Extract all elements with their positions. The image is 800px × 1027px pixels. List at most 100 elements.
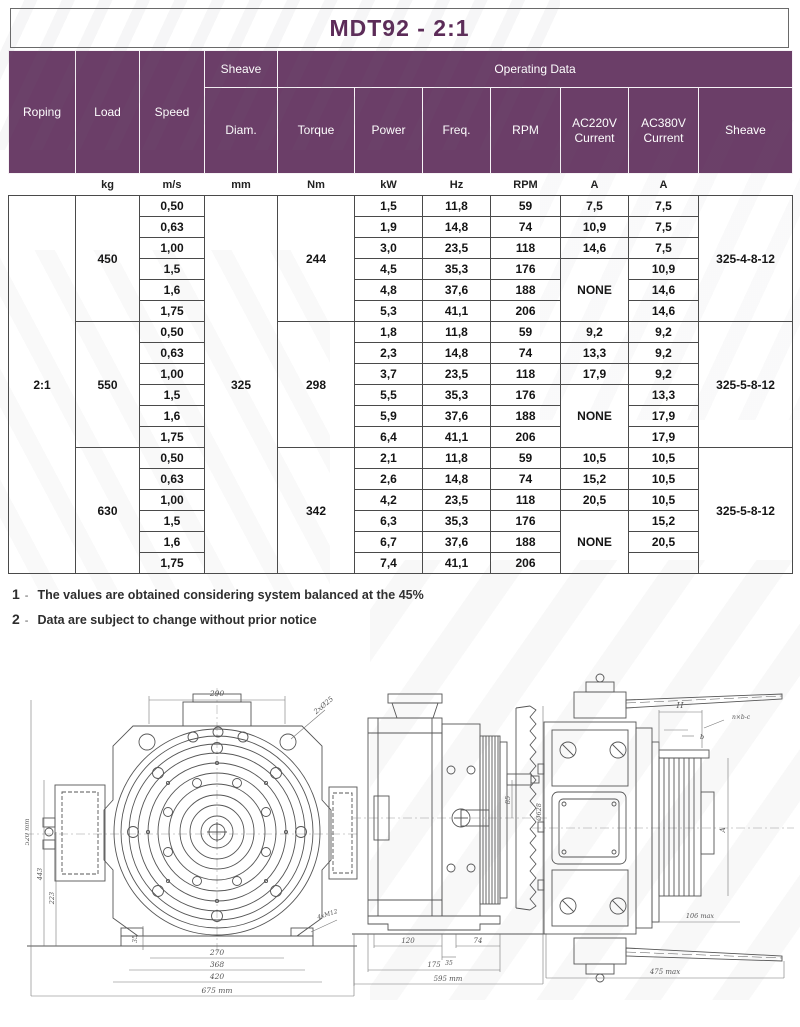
cell-freq: 11,8 bbox=[422, 321, 491, 343]
cell-rpm: 188 bbox=[490, 279, 561, 301]
dim-label-290: 290 bbox=[209, 689, 225, 698]
cell-power: 2,6 bbox=[354, 468, 423, 490]
dim-label-420: 420 bbox=[209, 972, 225, 981]
cell-power: 1,8 bbox=[354, 321, 423, 343]
cell-power: 7,4 bbox=[354, 552, 423, 574]
cell-ac380: 10,5 bbox=[628, 489, 699, 511]
cell-speed: 1,75 bbox=[139, 426, 205, 448]
col-header-rpm: RPM bbox=[490, 87, 561, 174]
cell-rpm: 188 bbox=[490, 405, 561, 427]
table-row: 1,6 6,7 37,6 188 20,5 bbox=[9, 531, 793, 553]
table-row: 2:1 450 0,50 325 244 1,5 11,8 59 7,5 7,5… bbox=[8, 195, 794, 574]
cell-power: 3,7 bbox=[354, 363, 423, 385]
cell-ac380: 9,2 bbox=[628, 342, 699, 364]
cell-rpm: 74 bbox=[490, 216, 561, 238]
cell-freq: 41,1 bbox=[422, 426, 491, 448]
cell-speed: 1,5 bbox=[139, 258, 205, 280]
cell-speed: 1,75 bbox=[139, 300, 205, 322]
cell-rpm: 206 bbox=[490, 552, 561, 574]
front-view-drawing: 290 2xØ25 520 mm 443 223 35 270 368 420 … bbox=[25, 688, 360, 997]
cell-freq: 37,6 bbox=[422, 405, 491, 427]
note-2: 2 - Data are subject to change without p… bbox=[12, 611, 652, 627]
footnotes: 1 - The values are obtained considering … bbox=[12, 586, 652, 636]
cell-rpm: 176 bbox=[490, 510, 561, 532]
cell-freq: 35,3 bbox=[422, 384, 491, 406]
cell-sheave-code: 325-4-8-12 bbox=[697, 195, 794, 322]
cell-freq: 11,8 bbox=[422, 195, 491, 217]
ac380-line2: Current bbox=[643, 130, 684, 145]
unit-power: kW bbox=[380, 178, 397, 191]
dim-label-270: 270 bbox=[209, 948, 225, 957]
table-row: 1,75 6,4 41,1 206 17,9 bbox=[9, 426, 793, 448]
note-text: The values are obtained considering syst… bbox=[37, 588, 424, 602]
cell-torque: 298 bbox=[277, 321, 355, 448]
cell-ac380: 10,9 bbox=[628, 258, 699, 280]
table-row: 630 0,50 342 2,1 11,8 59 10,5 10,5 325-5… bbox=[9, 447, 794, 574]
cell-ac380: 10,5 bbox=[628, 447, 699, 469]
cell-ac220-none: NONE bbox=[560, 258, 629, 322]
cell-freq: 41,1 bbox=[422, 300, 491, 322]
table-row: 1,75 5,3 41,1 206 14,6 bbox=[9, 300, 793, 322]
dim-label-475-max: 475 max bbox=[649, 968, 680, 976]
dim-label-b: b bbox=[700, 733, 704, 741]
cell-rpm: 74 bbox=[490, 342, 561, 364]
dim-label-520: 520 mm bbox=[25, 819, 31, 846]
unit-torque: Nm bbox=[307, 178, 325, 191]
spec-table: Roping Load Speed Sheave Operating Data … bbox=[8, 50, 794, 574]
cell-speed: 1,75 bbox=[139, 552, 205, 574]
cell-ac380: 13,3 bbox=[628, 384, 699, 406]
dim-label-106-max: 106 max bbox=[686, 912, 715, 920]
cell-speed: 1,6 bbox=[139, 279, 205, 301]
cell-rpm: 118 bbox=[490, 489, 561, 511]
cell-freq: 23,5 bbox=[422, 489, 491, 511]
cell-roping: 2:1 bbox=[8, 195, 76, 574]
dim-label-a: A bbox=[719, 827, 727, 833]
cell-power: 1,5 bbox=[354, 195, 423, 217]
cell-freq: 37,6 bbox=[422, 279, 491, 301]
ac220-line1: AC220V bbox=[572, 115, 617, 130]
cell-ac220: 13,3 bbox=[560, 342, 629, 364]
cell-ac220: 10,9 bbox=[560, 216, 629, 238]
ac220-line2: Current bbox=[574, 130, 615, 145]
cell-rpm: 206 bbox=[490, 426, 561, 448]
table-row: 1,6 4,8 37,6 188 14,6 bbox=[9, 279, 793, 301]
unit-roping bbox=[9, 174, 76, 196]
dim-label-foot-bolt: 4xM12 bbox=[316, 908, 339, 922]
cell-ac380: 7,5 bbox=[628, 237, 699, 259]
cell-ac220: 9,2 bbox=[560, 321, 629, 343]
cell-ac380: 14,6 bbox=[628, 279, 699, 301]
col-header-ac220-current: AC220V Current bbox=[560, 87, 629, 174]
unit-sheave bbox=[699, 174, 793, 196]
col-header-freq: Freq. bbox=[422, 87, 491, 174]
table-row: 1,5 6,3 35,3 176 NONE 15,2 bbox=[9, 510, 793, 574]
group-header-operating-data: Operating Data bbox=[276, 50, 794, 88]
note-separator: - bbox=[24, 590, 29, 602]
dim-label-35: 35 bbox=[132, 935, 139, 943]
page-title: MDT92 - 2:1 bbox=[329, 14, 470, 41]
dim-label-175: 175 bbox=[427, 961, 441, 969]
cell-power: 6,7 bbox=[354, 531, 423, 553]
table-row: 1,00 3,0 23,5 118 14,6 7,5 bbox=[9, 237, 793, 259]
col-header-roping: Roping bbox=[8, 50, 76, 174]
cell-freq: 14,8 bbox=[422, 468, 491, 490]
table-row: 0,63 1,9 14,8 74 10,9 7,5 bbox=[9, 216, 793, 238]
cell-ac220: 14,6 bbox=[560, 237, 629, 259]
unit-ac380: A bbox=[659, 178, 668, 191]
table-row: 0,63 2,6 14,8 74 15,2 10,5 bbox=[9, 468, 793, 490]
cell-power: 4,8 bbox=[354, 279, 423, 301]
unit-speed: m/s bbox=[162, 178, 182, 191]
cell-freq: 35,3 bbox=[422, 510, 491, 532]
cell-power: 5,3 bbox=[354, 300, 423, 322]
dim-label-595: 595 mm bbox=[434, 975, 463, 983]
cell-ac220: 20,5 bbox=[560, 489, 629, 511]
cell-speed: 1,6 bbox=[139, 531, 205, 553]
cell-ac220: 15,2 bbox=[560, 468, 629, 490]
cell-speed: 1,00 bbox=[139, 237, 205, 259]
cell-power: 6,4 bbox=[354, 426, 423, 448]
col-header-load: Load bbox=[75, 50, 140, 174]
dim-label-wheel-dia: Ø628 bbox=[535, 803, 543, 822]
cell-rpm: 118 bbox=[490, 363, 561, 385]
cell-power: 2,3 bbox=[354, 342, 423, 364]
cell-ac380: 7,5 bbox=[628, 195, 699, 217]
group-header-sheave: Sheave bbox=[204, 50, 278, 88]
